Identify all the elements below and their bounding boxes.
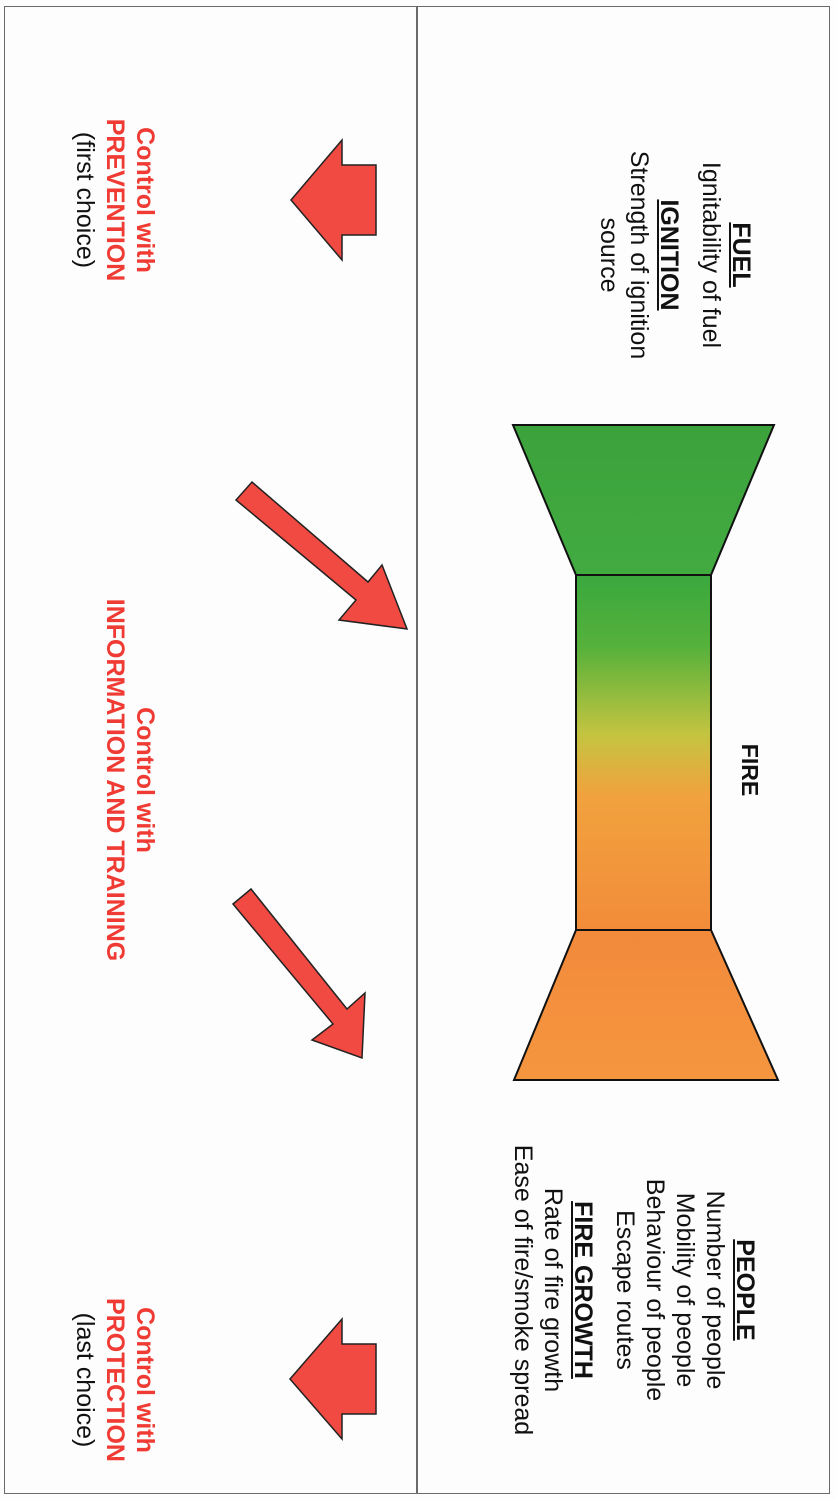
people-line-3: Behaviour of people xyxy=(641,1178,669,1402)
control-prevention-line-1: Control with xyxy=(131,127,159,273)
fire-growth-line-2: Ease of fire/smoke spread xyxy=(509,1144,537,1436)
people-line-2: Mobility of people xyxy=(671,1192,699,1388)
fire-growth-line-1: Rate of fire growth xyxy=(539,1187,567,1393)
information-arrow-right xyxy=(231,887,366,1060)
people-firegrowth-block: PEOPLE Number of people Mobility of peop… xyxy=(508,1110,760,1470)
control-prevention-line-2: PREVENTION xyxy=(101,118,129,282)
fuel-ignition-block: FUEL Ignitability of fuel IGNITION Stren… xyxy=(594,110,756,400)
ignition-line-1: Strength of ignition xyxy=(625,150,653,360)
control-prevention-line-3: (first choice) xyxy=(71,131,99,269)
control-protection: Control with PROTECTION (last choice) xyxy=(70,1260,160,1500)
fire-growth-title: FIRE GROWTH xyxy=(569,1201,597,1379)
fuel-line: Ignitability of fuel xyxy=(697,161,725,349)
control-prevention: Control with PREVENTION (first choice) xyxy=(70,80,160,320)
control-protection-line-3: (last choice) xyxy=(71,1312,99,1448)
people-line-4: Escape routes xyxy=(611,1210,639,1370)
people-trapezoid xyxy=(512,929,780,1081)
control-information: Control with INFORMATION AND TRAINING xyxy=(100,530,160,1030)
control-information-line-1: Control with xyxy=(131,707,159,853)
people-line-1: Number of people xyxy=(701,1190,729,1390)
ignition-line-2: source xyxy=(595,217,623,293)
control-information-line-2: INFORMATION AND TRAINING xyxy=(101,598,129,962)
diagram-divider xyxy=(416,6,418,1494)
control-protection-line-2: PROTECTION xyxy=(101,1298,129,1462)
protection-arrow xyxy=(289,1316,377,1442)
fuel-trapezoid xyxy=(511,424,776,576)
fuel-title: FUEL xyxy=(727,222,755,288)
fire-label: FIRE xyxy=(737,743,763,797)
information-arrow-left xyxy=(234,480,409,630)
fire-bar xyxy=(575,574,712,931)
people-title: PEOPLE xyxy=(731,1239,759,1341)
control-protection-line-1: Control with xyxy=(131,1307,159,1453)
prevention-arrow xyxy=(290,137,377,263)
ignition-title: IGNITION xyxy=(655,199,683,311)
